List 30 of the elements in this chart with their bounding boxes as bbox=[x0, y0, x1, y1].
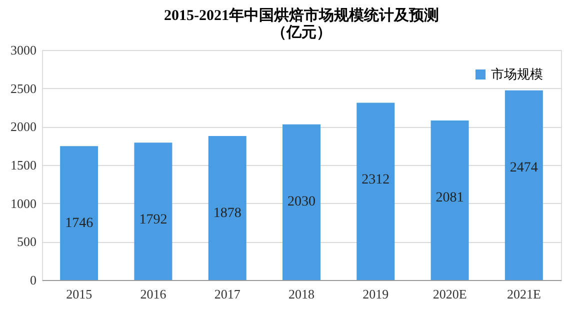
data-label: 2030 bbox=[288, 194, 316, 210]
chart-title: 2015-2021年中国烘焙市场规模统计及预测（亿元） bbox=[164, 6, 439, 41]
y-tick-label: 1500 bbox=[10, 158, 36, 172]
x-tick-label: 2019 bbox=[362, 286, 389, 302]
x-tick-label: 2018 bbox=[288, 286, 314, 302]
y-tick-label: 0 bbox=[30, 272, 36, 288]
legend-label: 市场规模 bbox=[491, 66, 543, 82]
x-tick-label: 2015 bbox=[66, 286, 92, 302]
y-tick-label: 500 bbox=[17, 234, 36, 250]
y-tick-label: 3000 bbox=[10, 42, 36, 58]
x-tick-label: 2021E bbox=[506, 286, 541, 302]
bar bbox=[282, 124, 320, 280]
bar bbox=[134, 142, 172, 280]
data-label: 1878 bbox=[213, 206, 242, 222]
y-tick-label: 1000 bbox=[10, 196, 36, 211]
data-label: 2081 bbox=[436, 190, 464, 206]
bar bbox=[208, 136, 246, 280]
bar bbox=[356, 102, 395, 280]
bar bbox=[60, 146, 98, 280]
data-label: 1746 bbox=[65, 216, 94, 232]
x-tick-label: 2017 bbox=[214, 286, 241, 302]
data-label: 2474 bbox=[510, 160, 538, 176]
y-tick-label: 2500 bbox=[10, 80, 36, 96]
x-tick-label: 2020E bbox=[432, 286, 467, 302]
data-label: 2312 bbox=[362, 172, 390, 188]
data-label: 1792 bbox=[139, 212, 168, 228]
x-tick-label: 2016 bbox=[140, 286, 167, 302]
y-tick-label: 2000 bbox=[10, 119, 36, 134]
bar bbox=[430, 120, 469, 280]
bar bbox=[504, 90, 543, 280]
